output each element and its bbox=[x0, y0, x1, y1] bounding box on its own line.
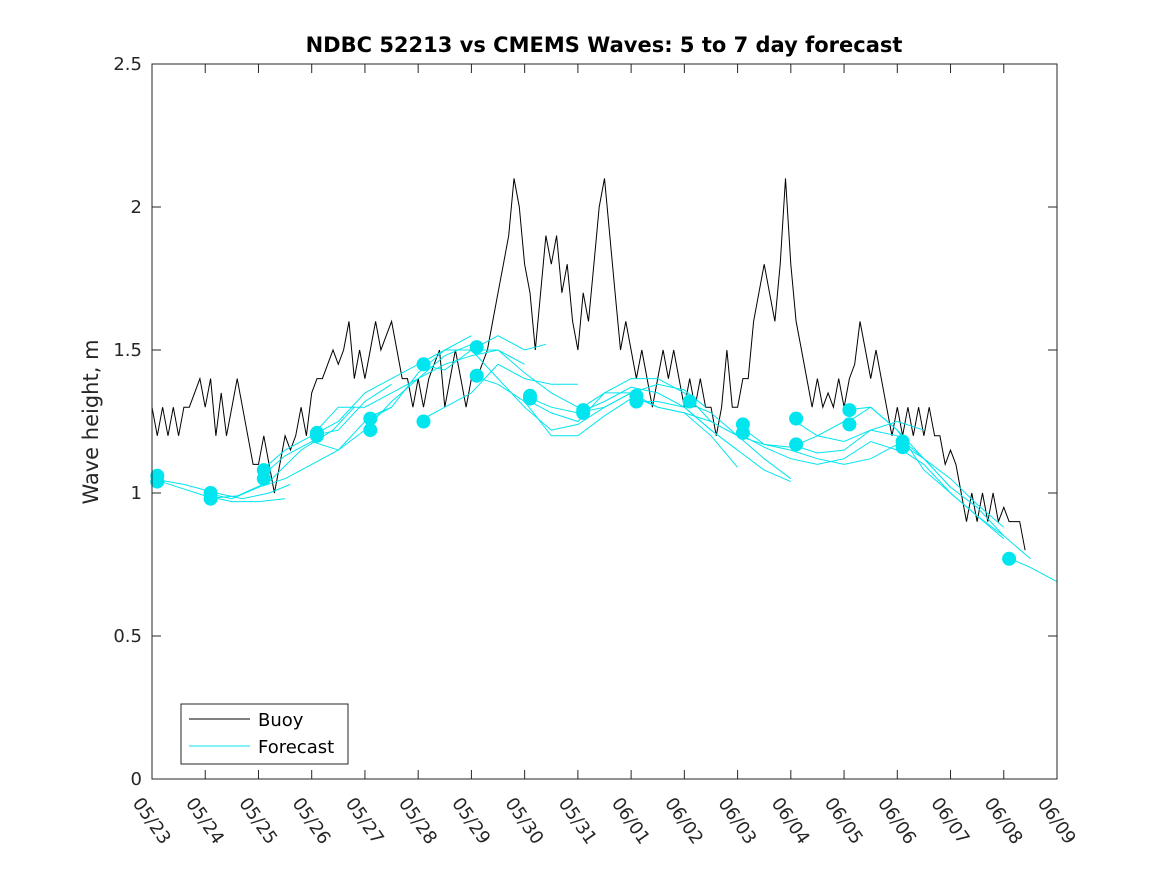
y-tick-label: 0.5 bbox=[113, 626, 142, 647]
forecast-run-line bbox=[737, 432, 898, 465]
y-tick-label: 1.5 bbox=[113, 340, 142, 361]
forecast-run-line bbox=[151, 478, 286, 503]
x-tick-label: 05/31 bbox=[554, 794, 601, 849]
forecast-start-marker bbox=[789, 437, 804, 452]
y-tick-label: 2 bbox=[131, 197, 142, 218]
x-tick-label: 05/27 bbox=[341, 794, 388, 849]
x-tick-label: 05/26 bbox=[288, 794, 335, 849]
y-tick-label: 2.5 bbox=[113, 54, 142, 75]
x-tick-label: 06/03 bbox=[713, 794, 760, 849]
forecast-start-marker bbox=[256, 471, 271, 486]
forecast-run-line bbox=[897, 446, 1005, 540]
forecast-run-line bbox=[631, 401, 791, 483]
forecast-start-marker bbox=[895, 440, 910, 455]
forecast-start-marker bbox=[363, 423, 378, 438]
legend-buoy-label: Buoy bbox=[258, 710, 304, 731]
forecast-run-line bbox=[205, 406, 355, 500]
x-tick-label: 05/24 bbox=[181, 794, 228, 849]
x-tick-label: 05/23 bbox=[128, 794, 175, 849]
chart-title: NDBC 52213 vs CMEMS Waves: 5 to 7 day fo… bbox=[306, 33, 903, 57]
forecast-run-line bbox=[151, 478, 291, 500]
x-tick-label: 06/01 bbox=[607, 794, 654, 849]
buoy-line bbox=[151, 178, 1026, 551]
x-tick-label: 05/29 bbox=[447, 794, 494, 849]
forecast-start-marker bbox=[523, 391, 537, 406]
x-tick-label: 06/08 bbox=[980, 794, 1027, 849]
legend-box bbox=[180, 703, 349, 765]
forecast-run-line bbox=[471, 375, 632, 437]
forecast-run-line bbox=[258, 383, 392, 474]
forecast-start-marker bbox=[842, 403, 857, 418]
forecast-run-line bbox=[897, 441, 1031, 560]
forecast-start-marker bbox=[203, 491, 218, 506]
forecast-run-line bbox=[577, 392, 738, 468]
forecast-run-line bbox=[524, 383, 706, 414]
x-tick-label: 06/07 bbox=[926, 794, 973, 849]
forecast-run-line bbox=[737, 424, 898, 465]
x-tick-label: 06/04 bbox=[767, 794, 814, 849]
forecast-run-line bbox=[684, 401, 845, 448]
forecast-run-line bbox=[364, 349, 525, 431]
y-tick-label: 1 bbox=[131, 483, 142, 504]
forecast-run-line bbox=[843, 406, 1005, 537]
x-tick-label: 06/02 bbox=[660, 794, 707, 849]
x-tick-label: 06/06 bbox=[873, 794, 920, 849]
forecast-run-line bbox=[311, 343, 472, 437]
forecast-run-line bbox=[790, 418, 925, 443]
forecast-start-marker bbox=[735, 425, 750, 440]
axes-box bbox=[151, 63, 1058, 780]
forecast-start-marker bbox=[629, 394, 644, 409]
forecast-start-marker bbox=[789, 411, 804, 426]
forecast-run-line bbox=[630, 395, 792, 480]
forecast-start-marker bbox=[363, 411, 378, 426]
legend-forecast-label: Forecast bbox=[258, 737, 334, 758]
forecast-start-marker bbox=[1002, 551, 1017, 566]
forecast-run-line bbox=[364, 335, 547, 420]
y-axis-label: Wave height, m bbox=[79, 339, 103, 504]
forecast-run-line bbox=[524, 378, 712, 423]
forecast-run-line bbox=[418, 349, 579, 408]
forecast-run-line bbox=[205, 429, 366, 500]
forecast-run-line bbox=[471, 349, 632, 431]
forecast-start-marker bbox=[576, 403, 591, 418]
plot-area bbox=[150, 178, 1058, 583]
x-tick-label: 05/30 bbox=[501, 794, 548, 849]
forecast-start-marker bbox=[469, 340, 484, 355]
x-tick-label: 06/09 bbox=[1033, 794, 1080, 849]
forecast-start-marker bbox=[150, 474, 165, 489]
forecast-run-line bbox=[417, 363, 578, 422]
x-tick-label: 06/05 bbox=[820, 794, 867, 849]
forecast-run-line bbox=[577, 386, 738, 451]
forecast-start-marker bbox=[842, 417, 857, 432]
forecast-start-marker bbox=[469, 368, 484, 383]
forecast-start-marker bbox=[416, 414, 431, 429]
forecast-start-marker bbox=[416, 357, 431, 372]
x-tick-label: 05/25 bbox=[234, 794, 281, 849]
forecast-run-line bbox=[311, 335, 472, 437]
forecast-start-marker bbox=[682, 394, 697, 409]
x-tick-label: 05/28 bbox=[394, 794, 441, 849]
forecast-start-marker bbox=[310, 425, 324, 440]
legend: Buoy Forecast bbox=[180, 703, 349, 765]
y-tick-label: 0 bbox=[131, 769, 142, 790]
